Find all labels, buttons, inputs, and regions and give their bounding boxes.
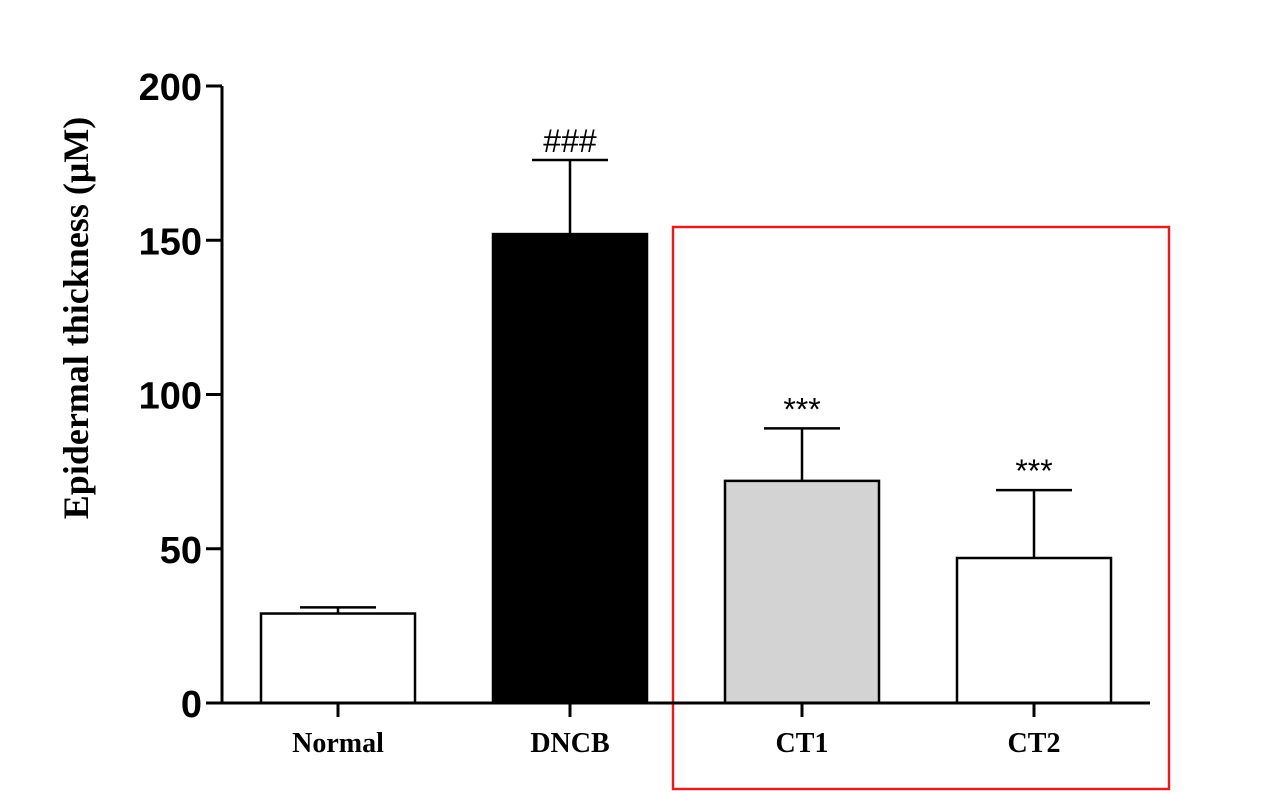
x-tick-label-dncb: DNCB: [530, 728, 609, 759]
bars-group: ### *** ***: [259, 123, 1113, 705]
x-tick-label-ct2: CT2: [1008, 728, 1061, 759]
bar-ct1: [723, 479, 881, 705]
significance-label-ct2: ***: [1015, 453, 1052, 489]
x-tick-label-normal: Normal: [292, 728, 384, 759]
significance-label-dncb: ###: [543, 123, 597, 159]
y-tick-label-0: 0: [181, 684, 202, 726]
significance-label-ct1: ***: [783, 391, 820, 427]
y-tick-label-200: 200: [139, 67, 202, 109]
bar-ct2: [955, 556, 1113, 705]
bar-normal: [259, 612, 417, 705]
y-tick-label-150: 150: [139, 221, 202, 263]
x-labels-group: Normal DNCB CT1 CT2: [292, 703, 1060, 759]
y-tick-label-100: 100: [139, 376, 202, 418]
highlight-box: [671, 225, 1171, 791]
y-ticks-group: 0 50 100 150 200: [139, 67, 222, 726]
highlight-group: [671, 225, 1171, 791]
y-tick-label-50: 50: [160, 530, 202, 572]
y-axis-label: Epidermal thickness (μM): [56, 117, 96, 519]
x-tick-label-ct1: CT1: [776, 728, 829, 759]
bar-dncb: [491, 232, 649, 705]
